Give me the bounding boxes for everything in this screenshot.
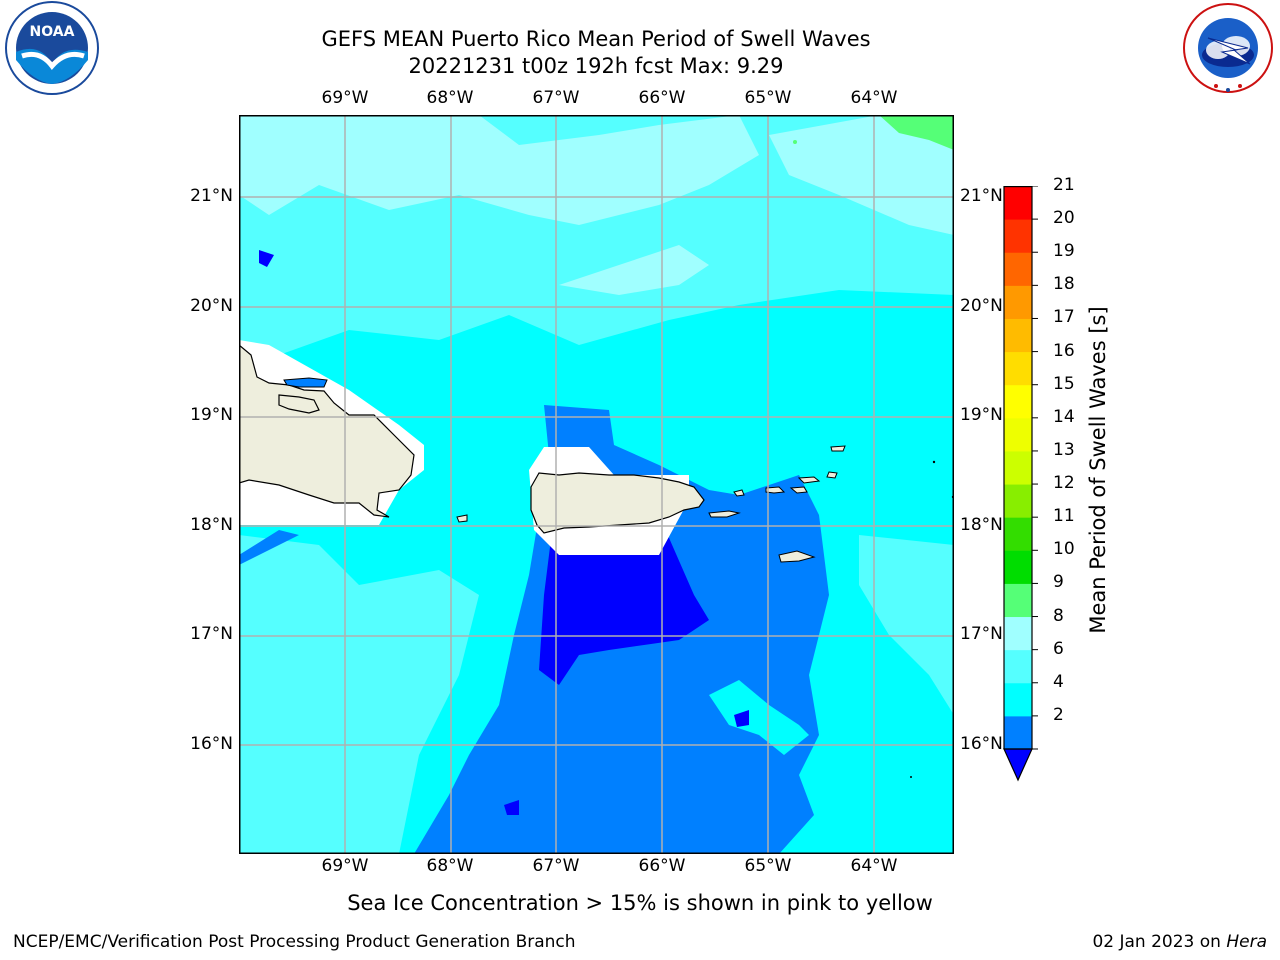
small-green-cell bbox=[793, 140, 797, 144]
colorbar-tick-label: 19 bbox=[1053, 241, 1075, 262]
colorbar-segment bbox=[1004, 219, 1032, 253]
colorbar-segment bbox=[1004, 186, 1032, 220]
lon-label-bottom-67w: 67°W bbox=[532, 856, 580, 876]
colorbar bbox=[1003, 186, 1038, 782]
colorbar-segment bbox=[1004, 583, 1032, 618]
lat-label-left-17n: 17°N bbox=[190, 624, 233, 644]
ocean-period-2-4 bbox=[239, 405, 829, 854]
lon-label-top-65w: 65°W bbox=[744, 88, 792, 108]
lat-label-right-17n: 17°N bbox=[960, 624, 1003, 644]
noaa-logo-text: NOAA bbox=[30, 24, 75, 40]
colorbar-segment bbox=[1004, 285, 1032, 319]
lon-label-bottom-68w: 68°W bbox=[426, 856, 474, 876]
lon-label-top-66w: 66°W bbox=[638, 88, 686, 108]
colorbar-segment bbox=[1004, 318, 1032, 353]
lat-label-left-21n: 21°N bbox=[190, 186, 233, 206]
colorbar-segment bbox=[1004, 550, 1032, 584]
ocean-period-9-10 bbox=[879, 115, 954, 150]
colorbar-segment bbox=[1004, 384, 1032, 419]
islet-1 bbox=[932, 460, 936, 464]
land-vieques bbox=[708, 510, 741, 518]
lon-label-top-69w: 69°W bbox=[321, 88, 369, 108]
nws-logo bbox=[1183, 3, 1273, 93]
land-st-john bbox=[789, 486, 808, 494]
footer-credit: NCEP/EMC/Verification Post Processing Pr… bbox=[13, 932, 576, 952]
land-anegada bbox=[830, 445, 846, 452]
lat-label-left-20n: 20°N bbox=[190, 296, 233, 316]
colorbar-segment bbox=[1004, 517, 1032, 551]
colorbar-tick-label: 14 bbox=[1053, 406, 1075, 427]
lat-label-right-20n: 20°N bbox=[960, 296, 1003, 316]
colorbar-tick-label: 2 bbox=[1053, 704, 1064, 725]
lon-label-bottom-69w: 69°W bbox=[321, 856, 369, 876]
map-title: GEFS MEAN Puerto Rico Mean Period of Swe… bbox=[321, 27, 871, 51]
colorbar-tick-label: 4 bbox=[1053, 671, 1064, 692]
colorbar-segment bbox=[1004, 484, 1032, 518]
lat-label-left-19n: 19°N bbox=[190, 405, 233, 425]
colorbar-tick-label: 17 bbox=[1053, 307, 1075, 328]
colorbar-tick-label: 6 bbox=[1053, 638, 1064, 659]
land-virgin-gorda bbox=[826, 471, 838, 479]
ocean-period-6-8 bbox=[239, 115, 954, 854]
footer-date: 02 Jan 2023 on Hera bbox=[1092, 932, 1267, 952]
lon-label-bottom-66w: 66°W bbox=[638, 856, 686, 876]
land-st-croix bbox=[778, 550, 816, 563]
colorbar-segment bbox=[1004, 351, 1032, 386]
colorbar-tick-label: 11 bbox=[1053, 506, 1075, 527]
lat-label-left-18n: 18°N bbox=[190, 515, 233, 535]
colorbar-tick-label: 16 bbox=[1053, 340, 1075, 361]
colorbar-segment bbox=[1004, 450, 1032, 485]
lon-label-top-68w: 68°W bbox=[426, 88, 474, 108]
colorbar-segment bbox=[1004, 252, 1032, 286]
colorbar-segment bbox=[1004, 417, 1032, 452]
lon-label-top-67w: 67°W bbox=[532, 88, 580, 108]
land-culebra bbox=[733, 489, 745, 497]
land-puerto-rico bbox=[530, 472, 705, 534]
land-st-thomas bbox=[765, 486, 786, 494]
map-frame bbox=[239, 115, 954, 854]
islet-3 bbox=[910, 776, 912, 778]
ocean-period-8-9 bbox=[239, 115, 954, 295]
map-subtitle-forecast: 20221231 t00z 192h fcst Max: 9.29 bbox=[408, 54, 784, 78]
lon-label-bottom-65w: 65°W bbox=[744, 856, 792, 876]
colorbar-segment bbox=[1004, 616, 1032, 651]
graticule bbox=[239, 115, 954, 854]
colorbar-tick-label: 8 bbox=[1053, 605, 1064, 626]
colorbar-extend-arrow bbox=[1003, 748, 1033, 782]
ocean-period-4-6-inner bbox=[709, 680, 809, 755]
colorbar-tick-label: 20 bbox=[1053, 208, 1075, 229]
lat-label-right-16n: 16°N bbox=[960, 734, 1003, 754]
lat-label-right-19n: 19°N bbox=[960, 405, 1003, 425]
colorbar-tick-label: 10 bbox=[1053, 539, 1075, 560]
footer-host: Hera bbox=[1226, 932, 1267, 952]
colorbar-segment bbox=[1004, 649, 1032, 684]
land-tortola bbox=[797, 476, 821, 484]
lat-label-right-21n: 21°N bbox=[960, 186, 1003, 206]
lat-label-left-16n: 16°N bbox=[190, 734, 233, 754]
land-hispaniola-north-islet bbox=[278, 394, 320, 414]
sea-ice-note: Sea Ice Concentration > 15% is shown in … bbox=[347, 891, 933, 915]
colorbar-tick-label: 13 bbox=[1053, 439, 1075, 460]
colorbar-frame bbox=[1003, 186, 1033, 750]
land-mona bbox=[456, 514, 468, 523]
lon-label-top-64w: 64°W bbox=[850, 88, 898, 108]
lon-label-bottom-64w: 64°W bbox=[850, 856, 898, 876]
colorbar-segment bbox=[1004, 682, 1032, 717]
colorbar-tick-label: 9 bbox=[1053, 572, 1064, 593]
colorbar-tick-label: 12 bbox=[1053, 473, 1075, 494]
colorbar-tick-label: 15 bbox=[1053, 373, 1075, 394]
colorbar-segment bbox=[1004, 715, 1032, 750]
lat-label-right-18n: 18°N bbox=[960, 515, 1003, 535]
noaa-logo: NOAA bbox=[5, 1, 99, 95]
land-tortuga bbox=[283, 377, 328, 388]
colorbar-tick-label: 21 bbox=[1053, 175, 1075, 195]
colorbar-tick-label: 18 bbox=[1053, 274, 1075, 295]
map-panel bbox=[239, 115, 954, 854]
